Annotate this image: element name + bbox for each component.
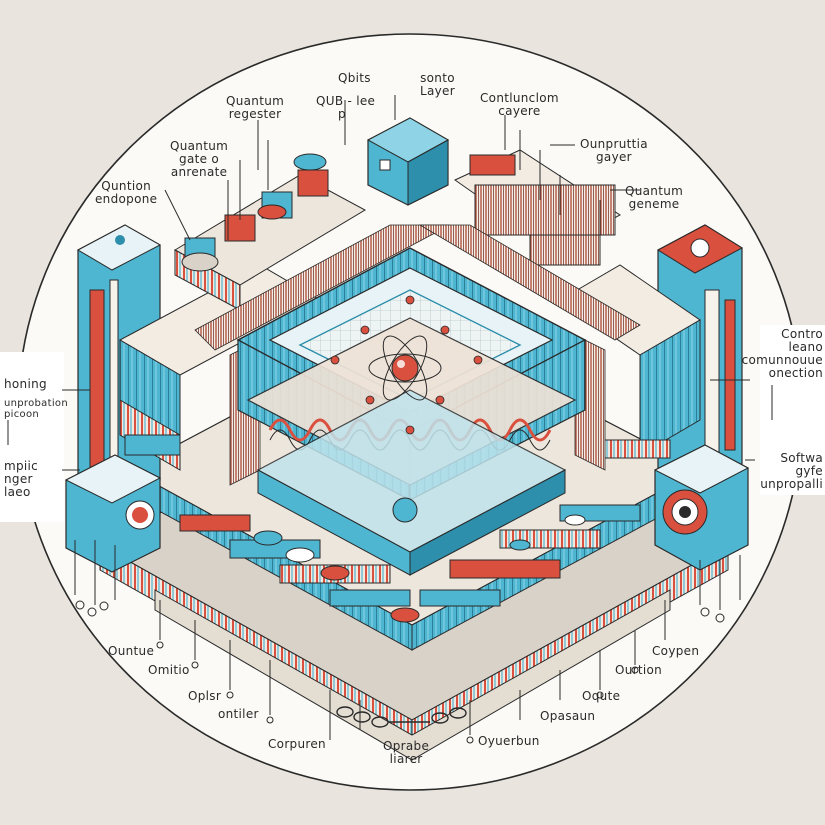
label-softwa: Softwa gyfe unpropalli <box>760 451 823 491</box>
label-quantum-geneme: Quantum geneme <box>625 184 684 211</box>
qubit-sphere <box>392 497 418 523</box>
right-wire-rack <box>454 149 621 266</box>
atom-icon <box>368 335 442 401</box>
label-coypen: Coypen <box>652 644 700 658</box>
bottom-chain <box>336 706 467 728</box>
right-panel <box>760 325 825 495</box>
label-honing: honing <box>4 377 47 391</box>
label-mpiic: mpiic nger laeo <box>4 459 39 499</box>
label-oplsr: Oplsr <box>188 689 222 703</box>
right-cube <box>653 444 750 571</box>
right-shelf-stack <box>559 264 701 459</box>
label-omitio: Omitio <box>148 663 190 677</box>
capacitors <box>253 514 586 623</box>
label-contro: Contro leano comunnouue onection <box>741 327 823 380</box>
label-unprobation: unprobation picoon <box>4 398 68 420</box>
label-corpuren: Corpuren <box>268 737 326 751</box>
qubit-nodes <box>330 295 483 435</box>
label-quantum-gate: Quantum gate o anrenate <box>170 139 229 179</box>
label-ourtion: Ourtion <box>615 663 663 677</box>
component-row-right <box>419 504 641 607</box>
leader-lines <box>7 95 773 471</box>
label-quntion: Quntion endopone <box>95 179 158 206</box>
label-oqute: Oqute <box>582 689 621 703</box>
left-cube <box>64 454 162 573</box>
qubit-cube <box>366 117 450 206</box>
label-ountue: Ountue <box>108 644 155 658</box>
label-ounpruttia: Ounpruttia gayer <box>580 137 648 164</box>
label-contlunclom: Contlunclom cayere <box>480 91 559 118</box>
left-panel <box>0 352 64 522</box>
label-quantum-register: Quantum regester <box>226 94 285 121</box>
label-oprabe: Oprabe liarer <box>383 739 430 766</box>
left-qubit-rack <box>173 153 367 311</box>
label-qub: QUB - lee p <box>316 94 376 121</box>
label-qbits: Qbits <box>338 71 371 85</box>
label-ontiler: ontiler <box>218 707 259 721</box>
bottom-connectors <box>74 540 741 744</box>
label-opasaun: Opasaun <box>540 709 596 723</box>
label-oyuerbun: Oyuerbun <box>478 734 540 748</box>
central-core <box>236 247 587 576</box>
label-sonto-layer: sonto Layer <box>420 71 455 98</box>
